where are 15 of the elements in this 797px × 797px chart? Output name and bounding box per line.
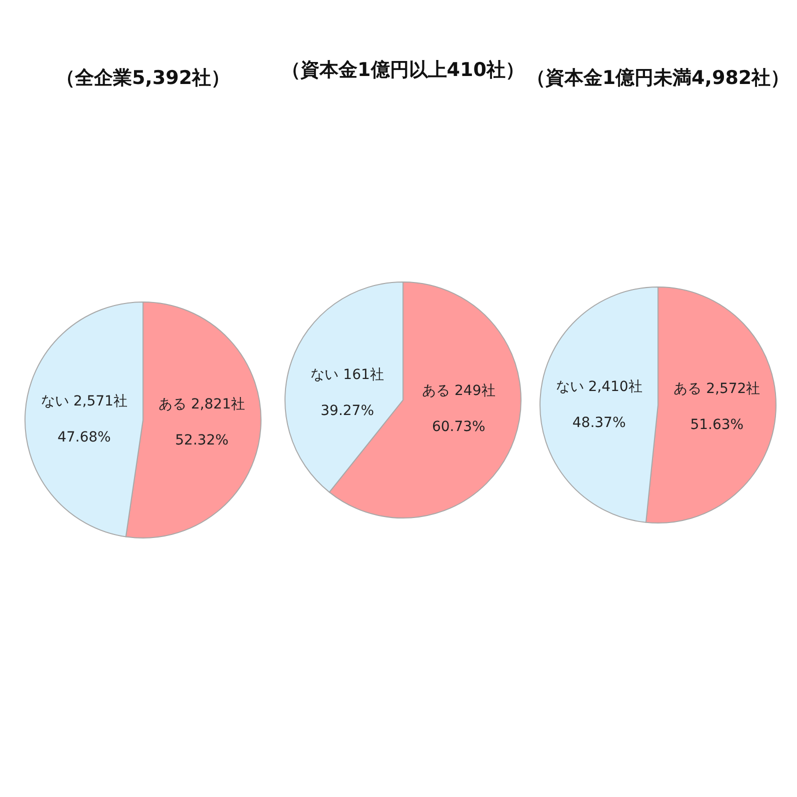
slice-label: 60.73% xyxy=(432,418,486,435)
title: （資本金1億円以上410社） xyxy=(282,59,524,81)
slice-label: ある 249社 xyxy=(422,382,496,399)
slice-label: ない 161社 xyxy=(310,367,384,384)
slice-label: 47.68% xyxy=(57,429,111,446)
title: （資本金1億円未満4,982社） xyxy=(526,67,790,89)
slice-label: 39.27% xyxy=(320,403,374,420)
slice-label: ない 2,571社 xyxy=(40,393,128,410)
slice-label: 51.63% xyxy=(690,417,744,434)
slice-label: ある 2,821社 xyxy=(158,396,246,413)
title: （全企業5,392社） xyxy=(56,67,230,89)
slice-label: ある 2,572社 xyxy=(674,381,760,398)
slice-label: ない 2,410社 xyxy=(556,378,642,395)
slice-label: 52.32% xyxy=(175,432,229,449)
slice-label: 48.37% xyxy=(572,414,626,431)
